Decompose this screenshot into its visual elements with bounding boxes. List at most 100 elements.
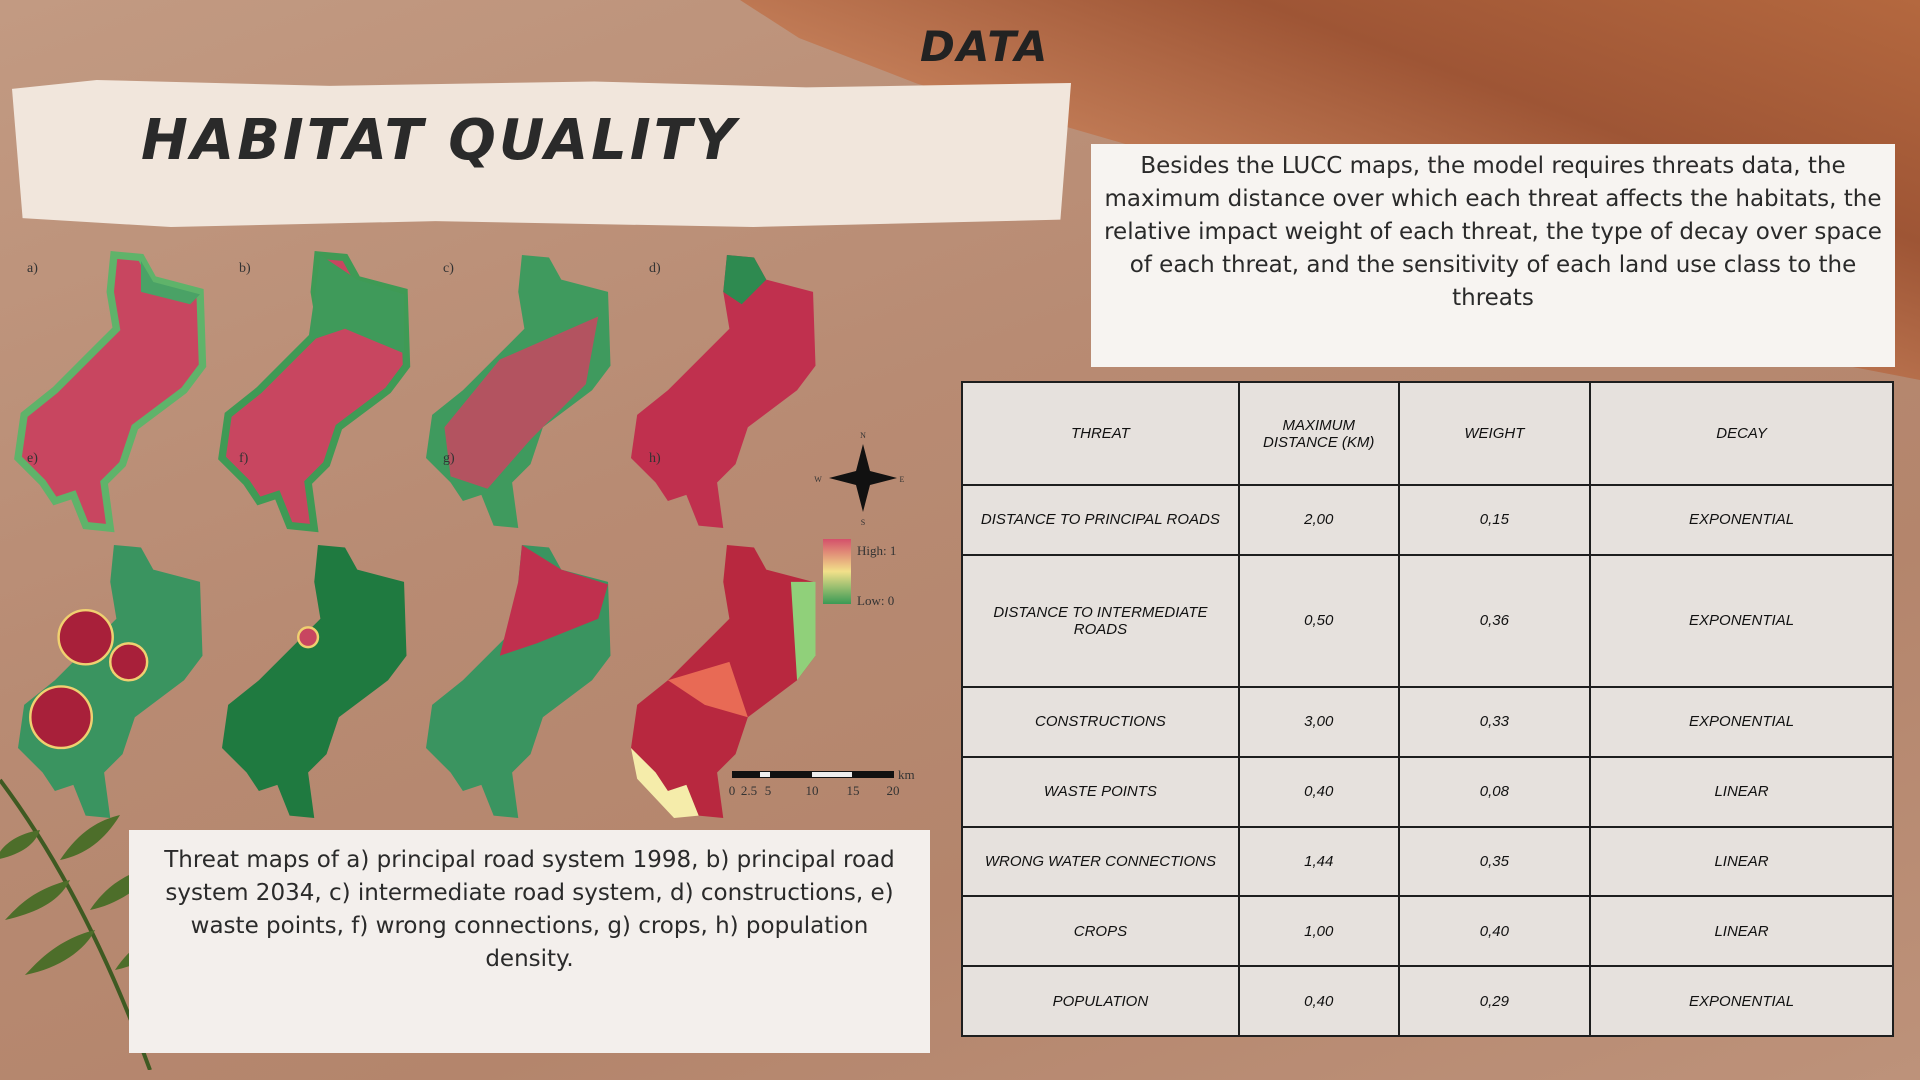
table-cell: 0,08 [1397, 755, 1592, 828]
fern-leaves [0, 815, 180, 975]
panel-label: b) [239, 261, 251, 276]
legend-high: High: 1 [857, 543, 896, 558]
section-label: DATA [920, 22, 1050, 71]
table-cell: 0,35 [1397, 825, 1592, 898]
table-cell: LINEAR [1589, 895, 1894, 968]
table-cell: CONSTRUCTIONS [961, 686, 1240, 758]
scale-tick-label: 20 [887, 783, 900, 798]
map-area [723, 255, 767, 305]
table-cell: 3,00 [1237, 686, 1400, 758]
legend-low: Low: 0 [857, 593, 894, 608]
map-f [222, 545, 407, 819]
table-cell: EXPONENTIAL [1589, 553, 1894, 689]
table-row: CROPS 1,00 0,40 LINEAR [961, 895, 1894, 968]
header-row: THREAT MAXIMUM DISTANCE (KM) WEIGHT DECAY [961, 381, 1894, 486]
map-area [29, 685, 94, 750]
map-area [444, 316, 599, 489]
map-a [18, 255, 203, 528]
table-cell: 0,36 [1397, 553, 1592, 689]
compass-letter: E [900, 475, 905, 484]
table-cell: 0,33 [1397, 686, 1592, 758]
scale-bar [812, 772, 852, 777]
table-cell: WASTE POINTS [961, 755, 1240, 828]
scale-tick-label: 15 [847, 783, 860, 798]
table-cell: 1,00 [1237, 895, 1400, 968]
map-e [18, 545, 203, 819]
map-c [426, 255, 611, 529]
threat-maps: a) b) c) d) e) f) g) h) High: 1 Low: 0 N W E S 0 2.5 5 10… [0, 250, 915, 819]
map-area [57, 608, 114, 666]
title-banner [12, 80, 1071, 227]
description: Besides the LUCC maps, the model require… [1091, 144, 1895, 341]
table-cell: 0,29 [1397, 965, 1592, 1037]
table-cell: WRONG WATER CONNECTIONS [961, 825, 1240, 898]
compass-letter: W [814, 475, 822, 484]
map-area [141, 261, 201, 305]
table-row: DISTANCE TO PRINCIPAL ROADS 2,00 0,15 EXPON… [961, 484, 1894, 556]
map-area [297, 626, 320, 649]
column-header: MAXIMUM DISTANCE (KM) [1237, 381, 1400, 486]
map-h [631, 545, 816, 819]
table-cell: 2,00 [1237, 484, 1400, 556]
panel-label: d) [649, 261, 661, 276]
map-d [631, 255, 816, 529]
map-shape [631, 255, 816, 529]
compass-rose [829, 444, 897, 512]
panel-label: c) [443, 261, 454, 276]
caption: Threat maps of a) principal road system … [129, 830, 930, 1053]
table-row: WASTE POINTS 0,40 0,08 LINEAR [961, 755, 1894, 828]
table-cell: 0,15 [1397, 484, 1592, 556]
scale-bar [760, 772, 770, 777]
map-area [499, 545, 609, 656]
map-area [667, 661, 748, 718]
table-header: THREAT MAXIMUM DISTANCE (KM) WEIGHT DECAY [961, 381, 1894, 486]
map-area [631, 747, 699, 819]
compass-letter: N [860, 431, 866, 440]
column-header: DECAY [1589, 381, 1894, 486]
scale-tick-label: 5 [765, 783, 772, 798]
column-header: THREAT [961, 381, 1240, 486]
panel-label: g) [443, 451, 455, 466]
table-row: DISTANCE TO INTERMEDIATE ROADS 0,50 0,36 EX… [961, 553, 1894, 689]
table-cell: DISTANCE TO PRINCIPAL ROADS [961, 484, 1240, 556]
table-cell: LINEAR [1589, 755, 1894, 828]
compass-letter: S [861, 518, 865, 527]
table-cell: 0,40 [1397, 895, 1592, 968]
panel-label: e) [27, 451, 38, 466]
fern-stem [0, 778, 152, 1070]
scale-unit: km [898, 767, 915, 782]
title: HABITAT QUALITY [141, 108, 739, 173]
table-row: WRONG WATER CONNECTIONS 1,44 0,35 LINEAR [961, 825, 1894, 898]
table-cell: LINEAR [1589, 825, 1894, 898]
table-body: DISTANCE TO PRINCIPAL ROADS 2,00 0,15 EXPON… [961, 484, 1894, 1037]
scale-tick-label: 10 [806, 783, 819, 798]
table-cell: 0,40 [1237, 755, 1400, 828]
table-cell: 0,40 [1237, 965, 1400, 1037]
table-cell: EXPONENTIAL [1589, 484, 1894, 556]
table-cell: 0,50 [1237, 553, 1400, 689]
legend-gradient [823, 539, 851, 604]
table-cell: 1,44 [1237, 825, 1400, 898]
table-row: CONSTRUCTIONS 3,00 0,33 EXPONENTIAL [961, 686, 1894, 758]
map-area [308, 255, 405, 354]
panel-label: h) [649, 451, 661, 466]
map-g [426, 545, 611, 819]
compass [829, 444, 897, 512]
map-area [109, 642, 149, 682]
column-header: WEIGHT [1397, 381, 1592, 486]
panel-label: a) [27, 261, 38, 276]
table-cell: POPULATION [961, 965, 1240, 1037]
table-cell: CROPS [961, 895, 1240, 968]
scale-tick-label: 0 [729, 783, 736, 798]
scale-tick-label: 2.5 [741, 783, 757, 798]
map-shape [222, 545, 407, 819]
map-area [790, 581, 816, 681]
table-cell: EXPONENTIAL [1589, 686, 1894, 758]
panel-label: f) [239, 451, 249, 466]
map-b [222, 255, 407, 528]
table-cell: DISTANCE TO INTERMEDIATE ROADS [961, 553, 1240, 689]
table-cell: EXPONENTIAL [1589, 965, 1894, 1037]
table-row: POPULATION 0,40 0,29 EXPONENTIAL [961, 965, 1894, 1037]
